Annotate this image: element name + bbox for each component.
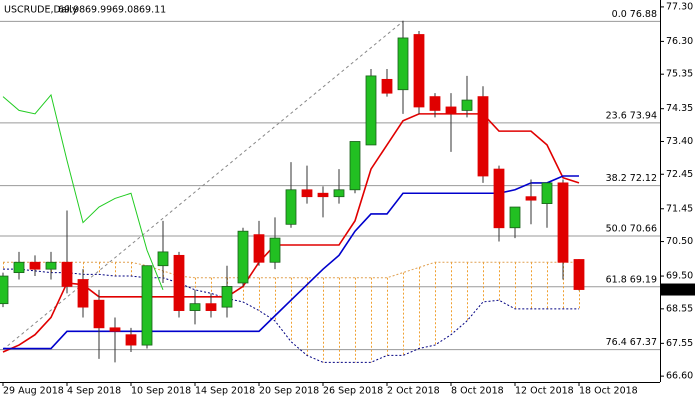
x-tick-label: 29 Aug 2018	[3, 386, 64, 397]
x-tick-label: 14 Sep 2018	[195, 386, 255, 397]
fib-label: 23.6 73.94	[606, 110, 657, 121]
header-open: 69.98	[58, 5, 85, 16]
y-tick-label: 75.35	[666, 69, 693, 80]
candle-body	[541, 182, 553, 204]
fib-trend	[2, 21, 404, 350]
candle-body	[93, 299, 105, 329]
candle-body	[13, 261, 25, 274]
y-tick-label: 70.50	[666, 236, 693, 247]
candle-body	[509, 206, 521, 229]
candle-body	[141, 265, 153, 346]
candle-body	[365, 75, 377, 146]
candle-body	[109, 327, 121, 332]
y-tick-label: 71.45	[666, 203, 693, 214]
candle-body	[493, 168, 505, 229]
y-tick-label: 76.30	[666, 36, 693, 47]
candle-body	[61, 261, 73, 287]
candle-body	[445, 106, 457, 115]
candle-body	[573, 259, 585, 290]
fib-label: 61.8 69.19	[606, 274, 657, 285]
candle-body	[461, 99, 473, 111]
candle-body	[221, 286, 233, 308]
y-tick-label: 72.45	[666, 169, 693, 180]
cloud-span	[3, 261, 579, 279]
fib-label: 50.0 70.66	[606, 224, 657, 235]
x-tick-label: 26 Sep 2018	[323, 386, 383, 397]
candle-body	[397, 37, 409, 91]
y-tick-label: 66.60	[666, 371, 693, 382]
symbol: USCRUDE,Daily	[4, 5, 78, 16]
y-tick-label: 77.30	[666, 1, 693, 12]
candle-body	[77, 279, 89, 308]
candle-body	[525, 196, 537, 201]
y-tick-label: 73.40	[666, 136, 693, 147]
candle-body	[237, 230, 249, 284]
candle-body	[253, 234, 265, 263]
candle-body	[381, 78, 393, 94]
x-tick-label: 8 Oct 2018	[451, 386, 504, 397]
price-label: 69.11	[665, 284, 692, 295]
x-tick-label: 4 Sep 2018	[67, 386, 121, 397]
candle-body	[285, 189, 297, 225]
x-tick-label: 18 Oct 2018	[579, 386, 638, 397]
candle-body	[205, 303, 217, 311]
indicator-line	[2, 93, 164, 291]
candle-body	[477, 96, 489, 177]
x-tick-label: 10 Sep 2018	[131, 386, 191, 397]
candle-body	[29, 261, 41, 270]
candle-body	[301, 189, 313, 198]
candle-body	[333, 189, 345, 198]
fib-label: 0.0 76.88	[612, 9, 657, 20]
x-tick-label: 12 Oct 2018	[515, 386, 574, 397]
candle-body	[317, 192, 329, 198]
y-tick-label: 74.35	[666, 103, 693, 114]
fib-label: 76.4 67.37	[606, 337, 657, 348]
header-high: 69.99	[85, 5, 112, 16]
candle-body	[157, 251, 169, 267]
candle-body	[189, 303, 201, 311]
y-tick-label: 68.55	[666, 303, 693, 314]
candle-body	[413, 34, 425, 108]
y-tick-label: 67.55	[666, 338, 693, 349]
candle-body	[173, 254, 185, 311]
candle-body	[45, 261, 57, 270]
header-low: 69.08	[112, 5, 139, 16]
cloud-span	[3, 268, 579, 363]
price-box	[661, 283, 695, 296]
candle-body	[125, 334, 137, 346]
header-close: 69.11	[139, 5, 166, 16]
candle-body	[0, 275, 9, 305]
candle-body	[429, 96, 441, 111]
candle-body	[349, 141, 361, 191]
candle-body	[269, 237, 281, 263]
candle-body	[557, 182, 569, 263]
y-tick-label: 69.50	[666, 271, 693, 282]
fib-label: 38.2 72.12	[606, 173, 657, 184]
x-tick-label: 2 Oct 2018	[387, 386, 440, 397]
x-tick-label: 20 Sep 2018	[259, 386, 319, 397]
